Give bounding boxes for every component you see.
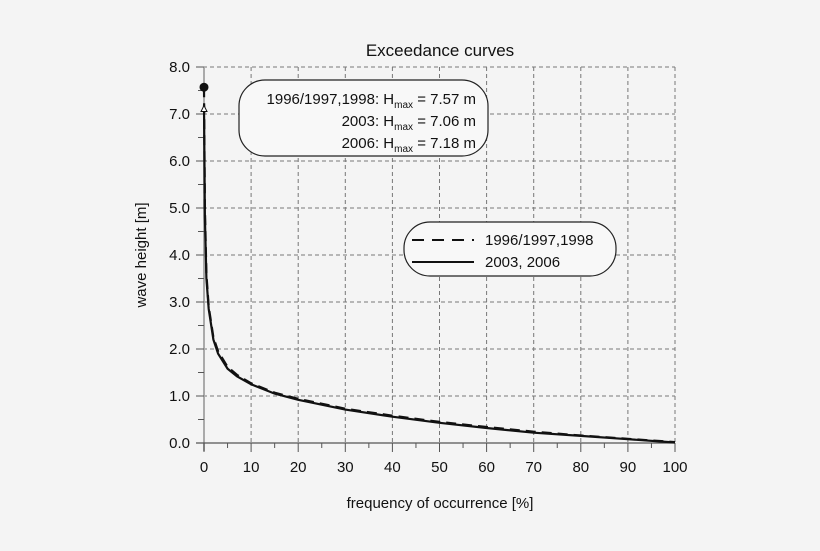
annotation-line: 2006: Hmax = 7.18 m <box>342 135 476 155</box>
y-tick-label: 0.0 <box>169 435 190 452</box>
arrow-head-icon <box>200 104 208 113</box>
y-tick-label: 5.0 <box>169 200 190 217</box>
y-tick-label: 3.0 <box>169 294 190 311</box>
y-tick-label: 6.0 <box>169 153 190 170</box>
x-tick-label: 10 <box>243 459 260 476</box>
y-axis-label: wave height [m] <box>133 202 150 308</box>
x-tick-label: 30 <box>337 459 354 476</box>
x-tick-label: 70 <box>525 459 542 476</box>
x-tick-label: 50 <box>431 459 448 476</box>
x-tick-label: 100 <box>662 459 687 476</box>
tick-labels: 0 10 20 30 40 50 60 70 80 90 100 0.0 1.0 2.0 3.0 4.0 5.0… <box>169 59 687 476</box>
max-point-marker <box>199 82 209 92</box>
legend: 1996/1997,1998 2003, 2006 <box>403 221 617 277</box>
x-tick-label: 40 <box>384 459 401 476</box>
x-axis-label: frequency of occurrence [%] <box>347 495 534 512</box>
series-line <box>202 105 676 444</box>
x-tick-label: 60 <box>478 459 495 476</box>
y-tick-label: 8.0 <box>169 59 190 76</box>
y-tick-label: 2.0 <box>169 341 190 358</box>
legend-label: 2003, 2006 <box>485 254 560 271</box>
x-tick-label: 90 <box>620 459 637 476</box>
y-tick-label: 4.0 <box>169 247 190 264</box>
y-tick-label: 1.0 <box>169 388 190 405</box>
annotation-line: 1996/1997,1998: Hmax = 7.57 m <box>267 91 476 111</box>
chart-title: Exceedance curves <box>366 41 514 60</box>
x-tick-label: 20 <box>290 459 307 476</box>
x-tick-label: 0 <box>200 459 208 476</box>
axes <box>196 66 676 452</box>
annotation-box: 1996/1997,1998: Hmax = 7.57 m 2003: Hmax… <box>238 79 489 157</box>
annotation-line: 2003: Hmax = 7.06 m <box>342 113 476 133</box>
y-tick-label: 7.0 <box>169 106 190 123</box>
legend-label: 1996/1997,1998 <box>485 232 593 249</box>
x-tick-label: 80 <box>572 459 589 476</box>
series-group <box>199 82 676 444</box>
